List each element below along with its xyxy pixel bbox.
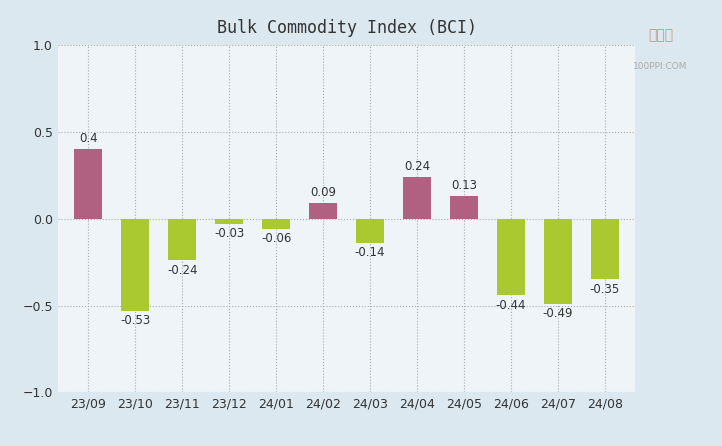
Text: 0.24: 0.24 <box>404 160 430 173</box>
Bar <box>544 219 572 304</box>
Text: -0.44: -0.44 <box>496 298 526 312</box>
Text: -0.03: -0.03 <box>214 227 244 240</box>
Bar <box>309 203 337 219</box>
Bar <box>168 219 196 260</box>
Text: 生意社: 生意社 <box>648 29 673 43</box>
Title: Bulk Commodity Index (BCI): Bulk Commodity Index (BCI) <box>217 20 477 37</box>
Bar <box>121 219 149 311</box>
Text: 100PPI:COM: 100PPI:COM <box>633 62 688 71</box>
Text: 0.4: 0.4 <box>79 132 97 145</box>
Text: -0.53: -0.53 <box>120 314 150 327</box>
Text: 0.09: 0.09 <box>310 186 336 199</box>
Text: -0.14: -0.14 <box>355 246 386 260</box>
Bar <box>450 196 478 219</box>
Text: -0.49: -0.49 <box>543 307 573 320</box>
Bar <box>497 219 525 295</box>
Text: -0.35: -0.35 <box>590 283 620 296</box>
Text: -0.24: -0.24 <box>167 264 197 277</box>
Text: -0.06: -0.06 <box>261 232 291 245</box>
Bar <box>215 219 243 224</box>
Bar <box>74 149 103 219</box>
Bar <box>356 219 384 243</box>
Bar <box>262 219 290 229</box>
Bar <box>403 177 431 219</box>
Bar <box>591 219 619 279</box>
Text: 0.13: 0.13 <box>451 179 477 192</box>
